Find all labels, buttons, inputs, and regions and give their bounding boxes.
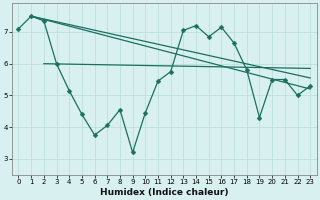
X-axis label: Humidex (Indice chaleur): Humidex (Indice chaleur) [100, 188, 228, 197]
